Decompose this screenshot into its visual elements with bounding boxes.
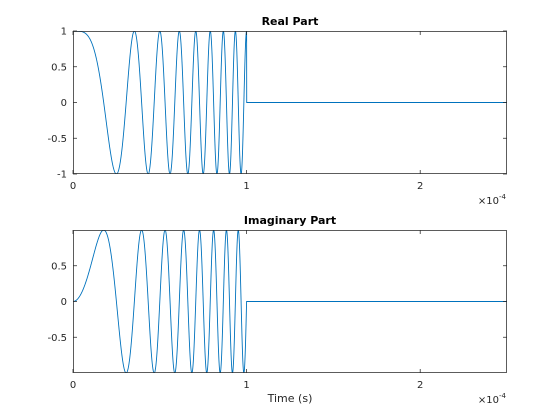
imaginary-part-x-axis-label: Time (s) <box>267 392 313 405</box>
imaginary-part-y-tick-label-1: 0 <box>61 297 67 308</box>
real-part-x-tick-label-0: 0 <box>70 181 76 192</box>
imaginary-part-axes: 0 1 2 -0.5 0 0.5 Imaginary Part Time (s) ×10-4 <box>47 214 507 406</box>
imaginary-part-title: Imaginary Part <box>244 214 336 227</box>
imaginary-part-y-tick-label-2: 0.5 <box>51 261 67 272</box>
real-part-axes: 0 1 2 -1 -0.5 0 0.5 1 Real Part ×10-4 <box>47 15 507 207</box>
imaginary-part-y-tick-label-0: -0.5 <box>47 333 67 344</box>
real-part-y-tick-label-0: -1 <box>57 170 67 181</box>
real-part-x-tick-label-2: 2 <box>417 181 423 192</box>
real-part-x-exponent-label: ×10-4 <box>478 193 507 207</box>
real-part-series-line-0 <box>73 31 507 174</box>
real-part-y-tick-label-3: 0.5 <box>51 62 67 73</box>
imaginary-part-x-exponent-label: ×10-4 <box>478 392 507 406</box>
real-part-y-tick-label-4: 1 <box>61 27 67 38</box>
real-part-x-tick-label-1: 1 <box>243 181 249 192</box>
imaginary-part-series-line-0 <box>73 230 507 373</box>
real-part-title: Real Part <box>262 15 319 28</box>
real-part-y-tick-label-2: 0 <box>61 98 67 109</box>
imaginary-part-x-tick-label-0: 0 <box>70 380 76 391</box>
imaginary-part-x-tick-label-2: 2 <box>417 380 423 391</box>
real-part-y-tick-label-1: -0.5 <box>47 134 67 145</box>
imaginary-part-x-tick-label-1: 1 <box>243 380 249 391</box>
